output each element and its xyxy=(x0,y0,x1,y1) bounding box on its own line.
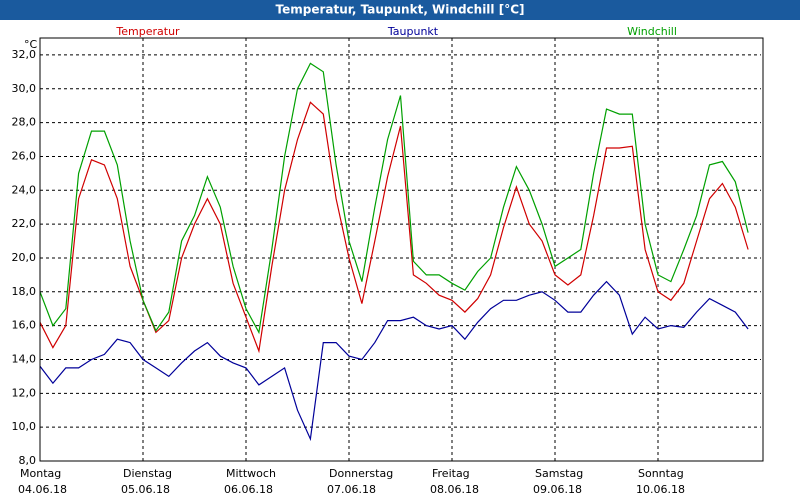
y-tick-label: 28,0 xyxy=(12,116,37,129)
chart-title: Temperatur, Taupunkt, Windchill [°C] xyxy=(276,3,525,17)
x-tick-date: 07.06.18 xyxy=(327,483,376,496)
y-tick-label: 30,0 xyxy=(12,82,37,95)
series-line xyxy=(39,62,749,335)
x-tick-label: Donnerstag xyxy=(329,467,393,480)
y-tick-label: 32,0 xyxy=(12,48,37,61)
x-tick-date: 06.06.18 xyxy=(224,483,273,496)
y-tick-label: 10,0 xyxy=(12,420,37,433)
legend-entry: Taupunkt xyxy=(387,25,439,38)
title-bar xyxy=(0,0,800,20)
y-tick-label: 22,0 xyxy=(12,217,37,230)
x-tick-date: 09.06.18 xyxy=(533,483,582,496)
y-tick-label: 20,0 xyxy=(12,251,37,264)
y-tick-label: 8,0 xyxy=(19,454,37,467)
series-line xyxy=(39,101,749,354)
x-tick-label: Freitag xyxy=(432,467,470,480)
y-tick-label: 24,0 xyxy=(12,183,37,196)
y-tick-label: 12,0 xyxy=(12,386,37,399)
series-line xyxy=(39,280,749,442)
x-tick-label: Sonntag xyxy=(638,467,684,480)
x-tick-label: Samstag xyxy=(535,467,583,480)
y-tick-label: 16,0 xyxy=(12,319,37,332)
legend-entry: Windchill xyxy=(627,25,677,38)
x-tick-label: Dienstag xyxy=(123,467,172,480)
plot-frame xyxy=(39,37,764,462)
x-tick-date: 04.06.18 xyxy=(18,483,67,496)
x-tick-date: 10.06.18 xyxy=(636,483,685,496)
x-tick-label: Montag xyxy=(20,467,61,480)
x-tick-label: Mittwoch xyxy=(226,467,276,480)
x-tick-date: 05.06.18 xyxy=(121,483,170,496)
y-tick-label: 26,0 xyxy=(12,149,37,162)
x-tick-date: 08.06.18 xyxy=(430,483,479,496)
y-tick-label: 18,0 xyxy=(12,285,37,298)
legend-entry: Temperatur xyxy=(115,25,180,38)
y-unit: °C xyxy=(24,38,38,51)
y-tick-label: 14,0 xyxy=(12,352,37,365)
